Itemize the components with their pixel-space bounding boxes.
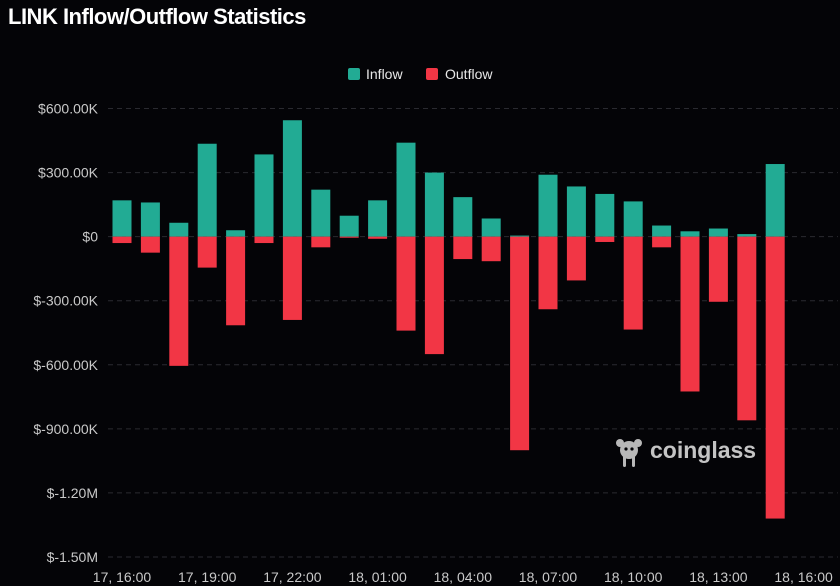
legend-inflow-swatch[interactable] [348,68,360,80]
inflow-bar[interactable] [254,154,274,237]
x-tick-label: 18, 16:00 [774,569,833,585]
inflow-bar[interactable] [652,225,672,237]
y-tick-label: $-1.20M [47,485,98,501]
x-axis-labels: 17, 16:00 17, 19:00 17, 22:00 18, 01:00 18, … [93,569,833,585]
outflow-bar[interactable] [680,236,700,392]
inflow-bar[interactable] [708,228,728,237]
inflow-bar[interactable] [282,120,302,237]
legend-inflow-label[interactable]: Inflow [366,66,403,82]
inflow-bar[interactable] [566,186,586,237]
inflow-bar[interactable] [680,231,700,237]
outflow-bar[interactable] [424,236,444,355]
chart-title: LINK Inflow/Outflow Statistics [8,4,306,29]
outflow-bar[interactable] [226,236,246,326]
legend-outflow-label[interactable]: Outflow [445,66,493,82]
outflow-bar[interactable] [595,236,615,242]
outflow-bar[interactable] [453,236,473,260]
outflow-bar[interactable] [368,236,388,239]
x-tick-label: 18, 07:00 [519,569,578,585]
x-tick-label: 17, 19:00 [178,569,237,585]
y-tick-label: $-900.00K [33,421,98,437]
inflow-bar[interactable] [140,202,160,237]
watermark-text: coinglass [650,437,756,463]
outflow-bar[interactable] [510,236,530,451]
y-tick-label: $-300.00K [33,293,98,309]
inflow-bar[interactable] [339,215,359,237]
y-tick-label: $-1.50M [47,549,98,565]
x-tick-label: 18, 04:00 [434,569,493,585]
x-tick-label: 17, 16:00 [93,569,152,585]
outflow-bar[interactable] [112,236,132,244]
outflow-bar[interactable] [623,236,643,330]
inflow-bar[interactable] [112,200,132,237]
inflow-bar[interactable] [737,234,757,237]
y-tick-label: $0 [82,229,98,245]
outflow-bar[interactable] [140,236,160,253]
x-tick-label: 18, 01:00 [348,569,407,585]
inflow-bar[interactable] [197,143,217,237]
outflow-bar[interactable] [708,236,728,302]
x-tick-label: 17, 22:00 [263,569,322,585]
coinglass-watermark: coinglass [616,437,756,467]
legend-outflow-swatch[interactable] [426,68,438,80]
inflow-bar[interactable] [396,142,416,237]
inflow-bar[interactable] [169,222,189,237]
inflow-bar[interactable] [510,235,530,237]
outflow-bar[interactable] [652,236,672,248]
y-tick-label: $300.00K [38,165,99,181]
inflow-bar[interactable] [453,197,473,237]
grid-lines [108,108,838,558]
outflow-bar[interactable] [396,236,416,331]
inflow-bar[interactable] [765,164,785,237]
inflow-bar[interactable] [623,201,643,237]
outflow-bar[interactable] [169,236,189,366]
inflow-bar[interactable] [424,172,444,237]
outflow-bar[interactable] [765,236,785,519]
outflow-bar[interactable] [254,236,274,244]
inflow-bar[interactable] [481,218,501,237]
coinglass-logo-icon [616,439,642,467]
bars [112,120,785,519]
outflow-bar[interactable] [481,236,501,262]
inflow-bar[interactable] [226,230,246,237]
inflow-bar[interactable] [595,193,615,237]
y-tick-label: $600.00K [38,101,99,117]
outflow-bar[interactable] [282,236,302,320]
y-axis-labels: $600.00K $300.00K $0 $-300.00K $-600.00K $-90… [33,101,98,566]
legend[interactable]: Inflow Outflow [348,66,493,82]
y-tick-label: $-600.00K [33,357,98,373]
inflow-bar[interactable] [538,174,558,237]
outflow-bar[interactable] [538,236,558,310]
inflow-bar[interactable] [368,200,388,237]
outflow-bar[interactable] [197,236,217,268]
x-tick-label: 18, 13:00 [689,569,748,585]
inflow-bar[interactable] [311,189,331,237]
outflow-bar[interactable] [311,236,331,248]
outflow-bar[interactable] [737,236,757,421]
outflow-bar[interactable] [566,236,586,281]
x-tick-label: 18, 10:00 [604,569,663,585]
outflow-bar[interactable] [339,236,359,238]
